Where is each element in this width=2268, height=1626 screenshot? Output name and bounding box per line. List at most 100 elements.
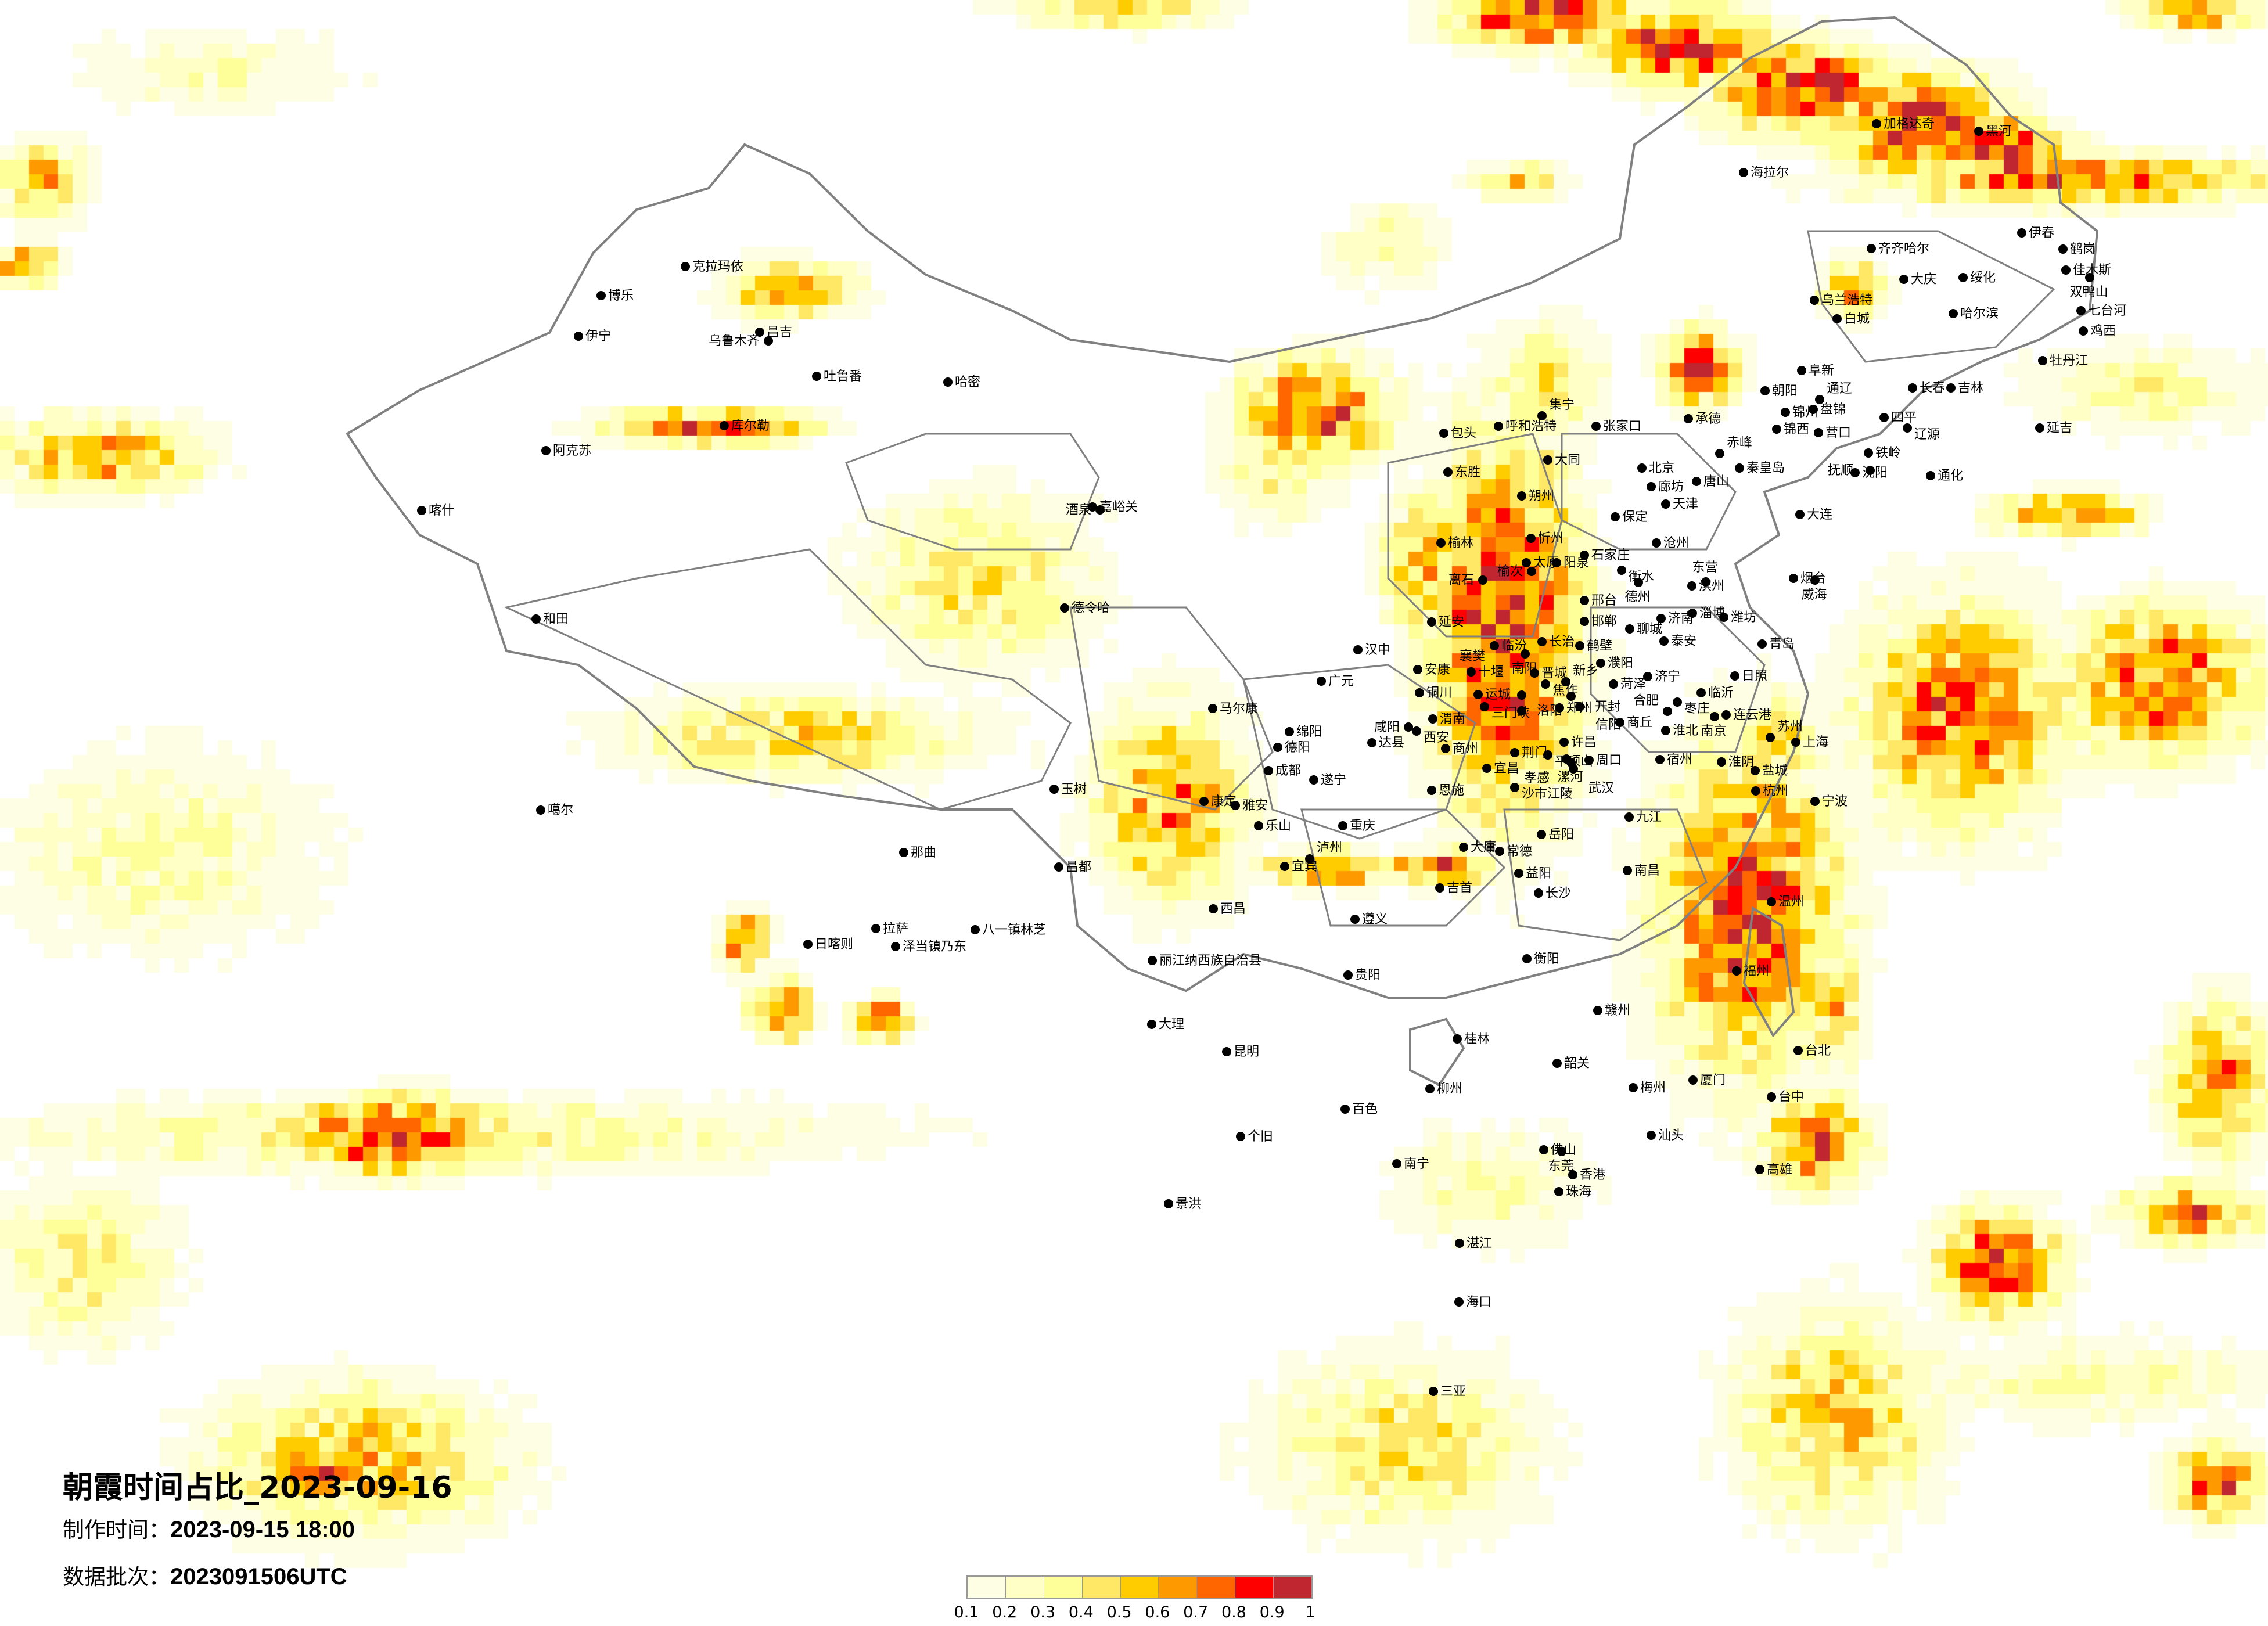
city-label: 包头 (1451, 426, 1476, 441)
city-dot (1350, 915, 1360, 924)
city-marker: 东胜 (1443, 465, 1480, 480)
city-marker: 大连 (1795, 508, 1832, 522)
city-marker: 济宁 (1643, 670, 1680, 684)
city-dot (1810, 575, 1820, 585)
city-label: 上海 (1803, 735, 1828, 750)
city-marker: 和田 (531, 612, 569, 627)
city-label: 泰安 (1671, 634, 1696, 649)
city-marker: 延安 (1427, 615, 1464, 629)
city-label: 绥化 (1970, 271, 1996, 285)
city-marker: 梅州 (1629, 1081, 1666, 1095)
city-marker: 锦西 (1772, 422, 1809, 437)
city-marker: 营口 (1814, 426, 1851, 440)
city-marker: 台北 (1793, 1044, 1831, 1058)
city-marker: 海拉尔 (1739, 166, 1789, 180)
batch-value: 2023091506UTC (170, 1564, 347, 1589)
city-dot (2061, 265, 2071, 275)
city-label: 辽源 (1914, 427, 1940, 442)
city-dot (1797, 366, 1806, 375)
legend-label: 0.5 (1106, 1603, 1132, 1621)
map-title: 朝霞时间占比_2023-09-16 (63, 1470, 452, 1505)
city-label: 北京 (1649, 461, 1674, 476)
city-dot (899, 848, 908, 857)
city-dot (1521, 649, 1530, 659)
city-marker: 大庆 (1899, 272, 1936, 287)
city-label: 海拉尔 (1751, 166, 1789, 180)
city-label: 开封 (1595, 700, 1620, 714)
city-marker: 商丘 (1615, 715, 1652, 730)
city-marker: 恩施 (1427, 783, 1464, 798)
city-marker: 拉萨 (871, 922, 908, 936)
city-marker: 大庸 (1459, 840, 1496, 855)
city-label: 昌都 (1066, 860, 1091, 875)
city-label: 东营 (1692, 560, 1718, 575)
city-dot (1575, 702, 1584, 711)
city-label: 喀什 (429, 503, 454, 518)
city-label: 东胜 (1455, 465, 1480, 480)
city-label: 宁波 (1822, 794, 1848, 809)
city-label: 枣庄 (1684, 702, 1710, 716)
city-label: 新乡 (1573, 664, 1598, 678)
city-dot (1730, 671, 1739, 681)
city-dot (1647, 482, 1656, 491)
city-dot (1534, 888, 1543, 898)
city-marker: 赤峰 (1715, 436, 1752, 458)
city-dot (1767, 897, 1776, 906)
city-dot (1717, 757, 1726, 767)
city-marker: 廊坊 (1647, 480, 1684, 494)
city-marker: 黑河 (1974, 124, 2011, 139)
city-label: 韶关 (1564, 1056, 1590, 1071)
city-dot (1537, 411, 1547, 420)
city-label: 大理 (1159, 1017, 1184, 1032)
city-marker: 承德 (1684, 412, 1721, 426)
city-dot (1810, 797, 1820, 806)
city-dot (1663, 707, 1672, 716)
city-dot (943, 377, 953, 387)
city-label: 安康 (1425, 663, 1450, 677)
city-marker: 宁波 (1810, 794, 1848, 809)
city-marker: 香港 (1568, 1168, 1605, 1182)
city-marker: 东营 (1692, 560, 1718, 587)
city-dot (1413, 665, 1422, 674)
city-dot (1236, 1132, 1245, 1141)
city-marker: 伊宁 (574, 329, 611, 344)
city-marker: 武汉 (1569, 764, 1614, 796)
city-marker: 汕头 (1647, 1128, 1684, 1143)
city-marker: 聊城 (1625, 622, 1662, 636)
city-marker: 岳阳 (1537, 828, 1574, 842)
city-label: 成都 (1275, 764, 1301, 778)
city-dot (1517, 706, 1526, 715)
city-label: 保定 (1622, 510, 1648, 524)
city-dot (1655, 755, 1665, 764)
city-marker: 通辽 (1815, 382, 1852, 404)
city-dot (1692, 477, 1701, 486)
city-dot (1541, 679, 1550, 689)
legend-swatch (1274, 1577, 1312, 1598)
city-dot (1757, 639, 1767, 649)
city-dot (1629, 1083, 1638, 1092)
city-marker: 新乡 (1561, 664, 1598, 686)
city-marker: 阳泉 (1552, 556, 1589, 570)
city-marker: 盘锦 (1809, 402, 1846, 417)
city-dot (1060, 603, 1069, 613)
city-label: 西安 (1424, 731, 1449, 745)
city-marker: 阜新 (1797, 364, 1834, 378)
city-dot (1480, 702, 1489, 711)
city-marker: 韶关 (1552, 1056, 1590, 1071)
city-dot (1530, 668, 1539, 678)
city-dot (1735, 463, 1744, 473)
city-marker: 遂宁 (1309, 773, 1346, 787)
city-marker: 铁岭 (1864, 446, 1901, 461)
city-label: 博乐 (608, 289, 634, 303)
city-label: 衡阳 (1534, 952, 1559, 966)
city-dot (417, 506, 426, 515)
city-dot (1647, 1131, 1656, 1140)
city-dot (1958, 273, 1968, 282)
city-marker: 铜川 (1415, 686, 1452, 700)
city-dot (1949, 309, 1958, 318)
city-marker: 西安 (1412, 726, 1449, 745)
legend-swatch (1044, 1577, 1083, 1598)
city-label: 唐山 (1703, 474, 1729, 489)
city-label: 荆门 (1522, 746, 1547, 760)
